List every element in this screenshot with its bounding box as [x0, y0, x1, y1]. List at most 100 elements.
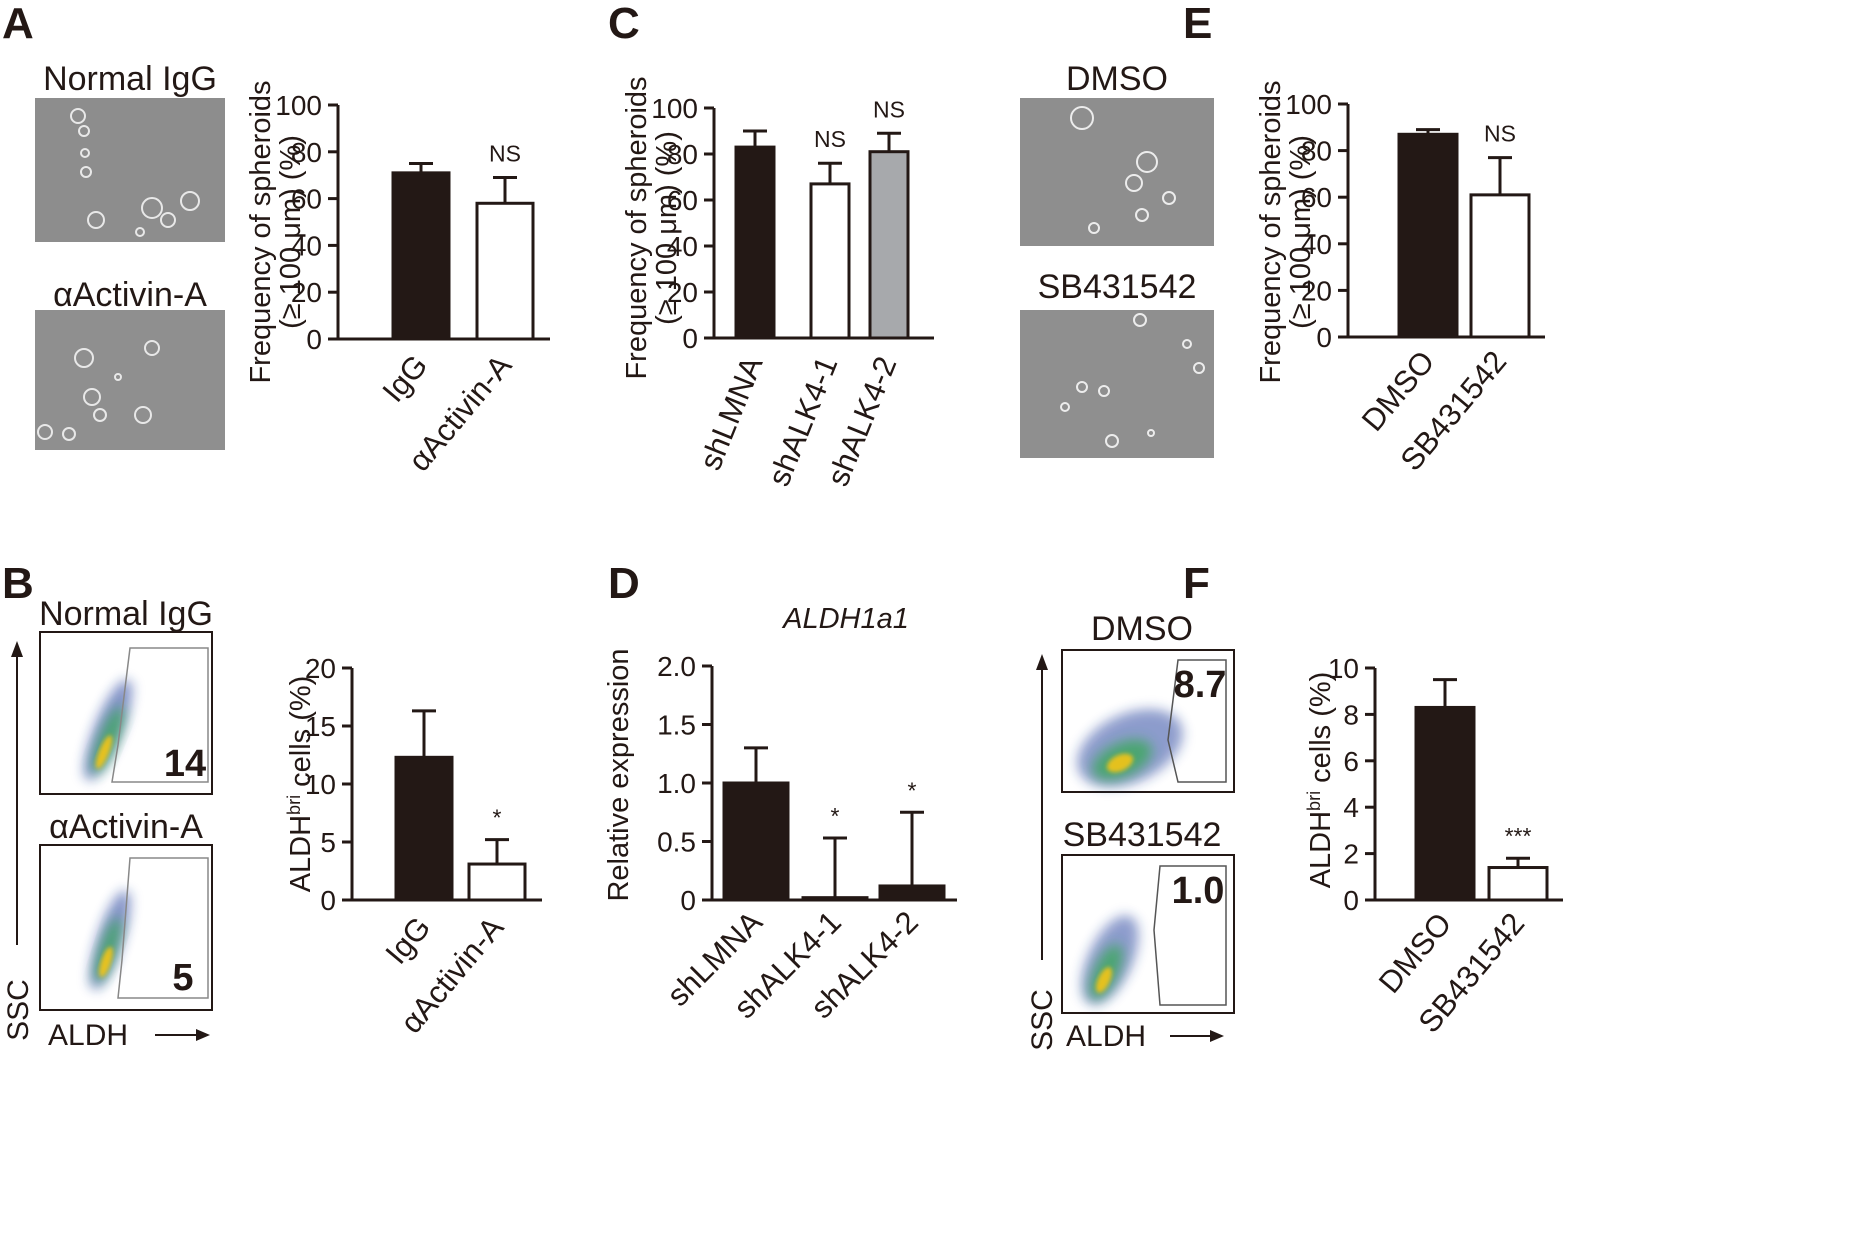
y-tick-label-a-0: 0	[306, 324, 322, 355]
y-tick-label-b-0: 0	[320, 885, 336, 916]
significance-label-d-1: *	[831, 803, 840, 829]
bar-a-1	[475, 201, 535, 341]
y-axis-title-c-line1: Frequency of spheroids	[621, 76, 653, 379]
y-tick-label-c-4: 80	[667, 139, 698, 170]
y-tick-label-d-2: 1.0	[657, 768, 696, 799]
y-tick-label-d-3: 1.5	[657, 710, 696, 741]
y-tick-label-a-2: 40	[291, 230, 322, 261]
bar-d-1	[801, 896, 869, 902]
flow-plot-sb431542	[1061, 854, 1235, 1014]
gate-value-activin: 5	[172, 957, 193, 999]
y-tick-label-d-1: 0.5	[657, 827, 696, 858]
y-tick-label-b-1: 5	[320, 827, 336, 858]
y-axis-title-a-line1: Frequency of spheroids	[245, 80, 277, 383]
y-tick-label-a-1: 20	[291, 277, 322, 308]
image-title-sb431542: SB431542	[1038, 268, 1197, 306]
y-axis-title-f-main: ALDH	[1305, 811, 1337, 888]
flow-x-axis-arrow-f	[1170, 1030, 1224, 1042]
y-axis-title-f: ALDHbri cells (%)	[1304, 672, 1337, 889]
bar-c-2	[868, 150, 910, 340]
micrograph-dmso	[1020, 98, 1214, 246]
x-category-label-b-0: IgG	[378, 910, 437, 971]
gate-value-dmso: 8.7	[1174, 664, 1227, 706]
chart-title-d: ALDH1a1	[781, 603, 909, 635]
significance-label-c-2: NS	[873, 96, 905, 122]
y-axis-title-e-line2: (≥ 100 μm) (%)	[1285, 135, 1317, 329]
y-tick-label-e-5: 100	[1285, 89, 1332, 120]
y-tick-label-f-1: 2	[1343, 839, 1359, 870]
significance-label-d-2: *	[908, 777, 917, 803]
panel-label-a: A	[2, 0, 34, 48]
y-tick-label-e-1: 20	[1301, 275, 1332, 306]
bar-d-2	[878, 884, 946, 902]
bar-d-0	[722, 781, 790, 902]
bar-e-0	[1397, 132, 1459, 339]
y-axis-title-f-rest: cells (%)	[1305, 672, 1337, 791]
y-tick-label-a-5: 100	[275, 90, 322, 121]
flow-y-axis-label-f: SSC	[1026, 989, 1059, 1051]
flow-x-axis-arrow-b	[155, 1029, 210, 1041]
flow-x-axis-label-b: ALDH	[48, 1019, 128, 1052]
micrograph-activin	[35, 310, 225, 450]
bar-c-0	[734, 145, 776, 340]
x-category-label-a-0: IgG	[375, 348, 434, 409]
bar-f-0	[1414, 705, 1476, 902]
y-axis-title-b-main: ALDH	[285, 815, 317, 892]
y-tick-label-c-0: 0	[682, 323, 698, 354]
flow-plot-activin	[39, 844, 213, 1011]
image-title-dmso: DMSO	[1066, 60, 1168, 98]
y-tick-label-f-5: 10	[1328, 653, 1359, 684]
flow-title-dmso: DMSO	[1091, 610, 1193, 648]
bar-e-1	[1469, 193, 1531, 339]
y-tick-label-b-4: 20	[305, 653, 336, 684]
y-tick-label-b-3: 15	[305, 711, 336, 742]
y-tick-label-f-0: 0	[1343, 885, 1359, 916]
significance-label-e-1: NS	[1484, 121, 1516, 147]
y-tick-label-e-2: 40	[1301, 229, 1332, 260]
y-tick-label-c-1: 20	[667, 277, 698, 308]
bar-c-1	[809, 182, 851, 340]
significance-label-b-1: *	[493, 805, 502, 831]
y-tick-label-d-4: 2.0	[657, 651, 696, 682]
panel-label-e: E	[1183, 0, 1212, 48]
y-tick-label-a-3: 60	[291, 184, 322, 215]
panel-label-b: B	[2, 559, 34, 608]
y-tick-label-e-0: 0	[1316, 322, 1332, 353]
flow-title-normal-igg: Normal IgG	[39, 595, 213, 633]
panel-label-c: C	[608, 0, 640, 48]
flow-plot-dmso	[1061, 649, 1235, 793]
bar-b-0	[394, 755, 454, 902]
y-axis-title-c-line2: (≥ 100 μm) (%)	[651, 131, 683, 325]
gate-value-igg: 14	[164, 743, 206, 785]
flow-y-axis-arrow-f	[1036, 654, 1048, 960]
gate-value-sb431542: 1.0	[1172, 870, 1225, 912]
significance-label-a-1: NS	[489, 141, 521, 167]
y-axis-title-d: Relative expression	[603, 648, 635, 901]
significance-label-c-1: NS	[814, 126, 846, 152]
y-tick-label-d-0: 0	[680, 885, 696, 916]
y-tick-label-f-3: 6	[1343, 746, 1359, 777]
y-tick-label-c-3: 60	[667, 185, 698, 216]
flow-plot-normal-igg	[39, 631, 213, 795]
y-tick-label-e-3: 60	[1301, 182, 1332, 213]
bar-f-1	[1487, 866, 1549, 902]
y-axis-title-e-line1: Frequency of spheroids	[1255, 80, 1287, 383]
y-axis-title-f-sup: bri	[1304, 791, 1324, 811]
y-tick-label-f-4: 8	[1343, 699, 1359, 730]
flow-x-axis-label-f: ALDH	[1066, 1020, 1146, 1053]
significance-label-f-1: ***	[1505, 823, 1532, 849]
bar-a-0	[391, 171, 451, 341]
micrograph-normal-igg	[35, 98, 225, 242]
flow-y-axis-arrow-b	[11, 641, 23, 945]
y-tick-label-c-5: 100	[651, 93, 698, 124]
image-title-normal-igg: Normal IgG	[43, 60, 217, 98]
flow-title-activin: αActivin-A	[49, 808, 203, 846]
bar-b-1	[467, 862, 527, 902]
